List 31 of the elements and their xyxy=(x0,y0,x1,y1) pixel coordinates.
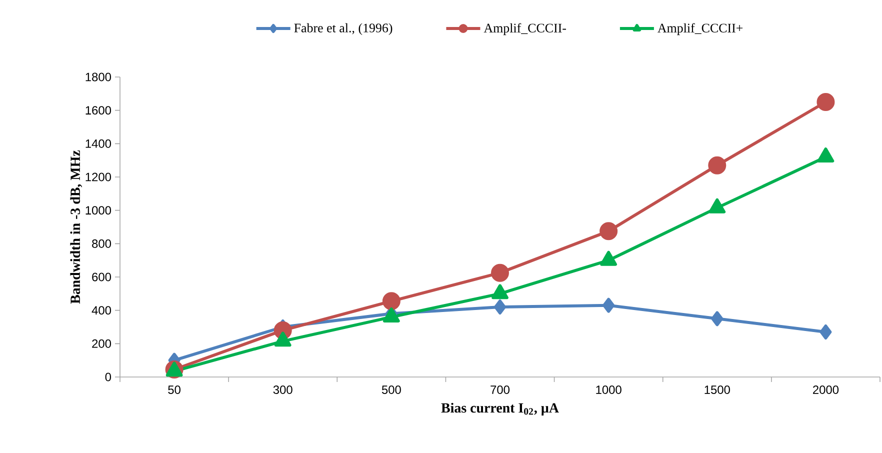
y-axis-title: Bandwidth in -3 dB, MHz xyxy=(70,150,82,304)
y-tick-label: 1800 xyxy=(86,72,112,82)
x-tick-label: 700 xyxy=(490,386,510,394)
point xyxy=(820,324,832,340)
point xyxy=(600,222,618,240)
y-tick-label: 200 xyxy=(92,339,112,348)
y-tick-label: 400 xyxy=(92,306,112,315)
y-tick-label: 1400 xyxy=(86,139,112,148)
legend-label: Amplif_CCCII- xyxy=(484,23,566,36)
point xyxy=(602,298,615,313)
point xyxy=(708,156,726,174)
y-tick-label: 1600 xyxy=(86,106,112,115)
point xyxy=(494,300,506,314)
x-tick-label: 50 xyxy=(168,386,180,394)
x-tick-label: 1000 xyxy=(596,386,622,394)
x-tick-label: 2000 xyxy=(813,386,839,394)
x-tick-label: 300 xyxy=(273,386,292,394)
point xyxy=(816,92,835,111)
y-tick-label: 0 xyxy=(105,372,112,382)
legend-label: Fabre et al., (1996) xyxy=(294,23,392,35)
y-tick-label: 600 xyxy=(92,272,112,282)
y-tick-label: 1000 xyxy=(86,206,112,215)
x-tick-label: 500 xyxy=(382,386,401,394)
y-tick-label: 800 xyxy=(92,239,112,248)
legend-label: Amplif_CCCII+ xyxy=(658,23,743,36)
point xyxy=(711,311,724,326)
point xyxy=(491,264,510,282)
x-axis-title: Bias current I$_{02}$, µA xyxy=(441,402,559,416)
point xyxy=(382,292,400,310)
y-tick-label: 1200 xyxy=(86,172,112,182)
x-tick-label: 1500 xyxy=(704,386,730,394)
